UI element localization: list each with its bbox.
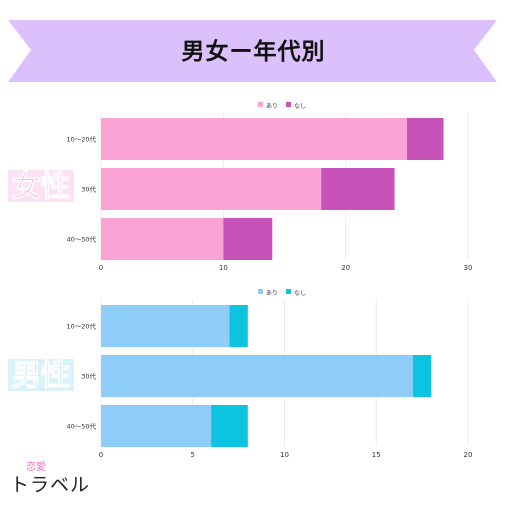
female-x-tick-label: 0 — [99, 264, 103, 272]
male-category-label: 10〜20代 — [66, 322, 96, 331]
male-legend-swatch-1 — [286, 289, 291, 294]
female-bar-2-1 — [223, 218, 273, 260]
female-bar-0-0 — [101, 118, 407, 160]
banner-ribbon — [8, 20, 497, 82]
brand-logo: 恋愛 トラベル — [10, 458, 100, 498]
male-category-label: 30代 — [81, 372, 96, 381]
female-category-label: 10〜20代 — [66, 135, 96, 144]
female-bar-0-1 — [406, 118, 444, 160]
female-bar-2-0 — [101, 218, 224, 260]
female-legend-label-1: なし — [294, 103, 306, 110]
female-category-label: 40〜50代 — [66, 235, 96, 244]
logo-text: トラベル — [10, 474, 91, 496]
male-x-tick-label: 15 — [372, 451, 381, 459]
female-bar-1-0 — [101, 168, 322, 210]
female-bar-1-1 — [321, 168, 395, 210]
male-x-tick-label: 0 — [99, 451, 103, 459]
male-x-tick-label: 5 — [191, 451, 195, 459]
female-x-tick-label: 30 — [464, 264, 473, 272]
female-category-label: 30代 — [81, 185, 96, 194]
male-x-tick-label: 20 — [464, 451, 473, 459]
page-title: 男女ー年代別 — [181, 39, 326, 65]
male-legend-swatch-0 — [258, 289, 263, 294]
male-legend-label-0: あり — [266, 290, 278, 297]
male-bar-2-1 — [211, 405, 248, 447]
male-category-label: 40〜50代 — [66, 422, 96, 431]
male-bar-2-0 — [101, 405, 212, 447]
male-bar-0-1 — [229, 305, 248, 347]
female-legend-swatch-0 — [258, 102, 263, 107]
male-age-chart: あり なし 0 5 10 15 20 10〜20代 30代 40〜50代 — [66, 289, 473, 459]
female-x-tick-label: 10 — [219, 264, 228, 272]
logo-subtext: 恋愛 — [26, 462, 46, 473]
male-legend-label-1: なし — [294, 290, 306, 297]
female-legend-label-0: あり — [266, 103, 278, 110]
female-age-chart: あり なし 0 10 20 30 10〜20代 30代 40〜50代 — [66, 102, 473, 272]
male-bar-1-1 — [412, 355, 432, 397]
male-label: 男性 — [8, 359, 75, 392]
male-bar-0-0 — [101, 305, 230, 347]
male-bar-1-0 — [101, 355, 413, 397]
female-x-tick-label: 20 — [341, 264, 350, 272]
male-x-tick-label: 10 — [280, 451, 289, 459]
title-banner — [8, 20, 497, 82]
female-legend-swatch-1 — [286, 102, 291, 107]
female-label: 女性 — [8, 170, 75, 203]
